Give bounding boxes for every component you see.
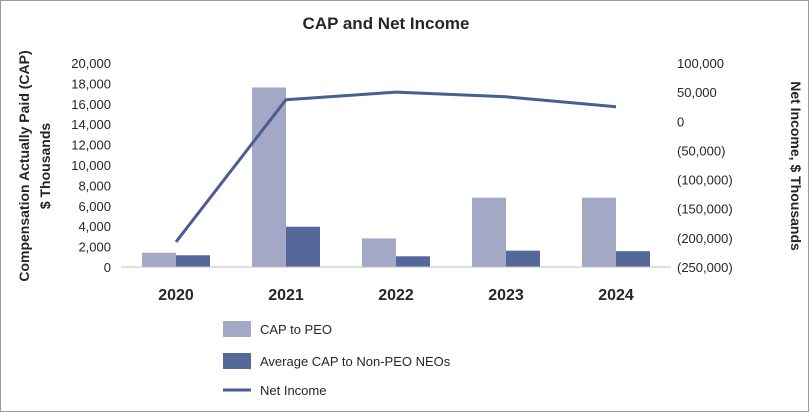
y-axis-label-line1: Compensation Actually Paid (CAP)	[16, 50, 32, 281]
bar-avg-cap-non-peo	[396, 256, 430, 267]
x-tick-label: 2020	[158, 287, 194, 304]
x-tick-label: 2024	[598, 287, 634, 304]
net-income-line	[174, 90, 617, 243]
legend-label-cap-to-peo: CAP to PEO	[260, 322, 332, 337]
legend-swatch-avg-cap-non-peo	[223, 353, 251, 369]
x-tick-label: 2021	[268, 287, 304, 304]
y2-axis-label: Net Income, $ Thousands	[788, 81, 804, 251]
left-tick-label: 14,000	[71, 117, 111, 132]
right-tick-label: (150,000)	[677, 202, 733, 217]
left-tick-label: 4,000	[78, 219, 111, 234]
bar-avg-cap-non-peo	[616, 251, 650, 267]
bar-avg-cap-non-peo	[286, 226, 320, 267]
bar-cap-to-peo	[582, 197, 616, 267]
legend-label-avg-cap-non-peo: Average CAP to Non-PEO NEOs	[260, 354, 451, 369]
bar-cap-to-peo	[362, 238, 396, 267]
bar-cap-to-peo	[472, 197, 506, 267]
legend: CAP to PEO Average CAP to Non-PEO NEOs N…	[223, 321, 451, 398]
left-tick-label: 2,000	[78, 240, 111, 255]
left-tick-label: 18,000	[71, 76, 111, 91]
bar-avg-cap-non-peo	[506, 250, 540, 267]
legend-label-net-income: Net Income	[260, 383, 326, 398]
left-tick-label: 10,000	[71, 158, 111, 173]
x-tick-label: 2023	[488, 287, 524, 304]
legend-swatch-cap-to-peo	[223, 321, 251, 337]
left-tick-label: 16,000	[71, 97, 111, 112]
x-axis-ticks: 2020 2021 2022 2023 2024	[158, 287, 634, 304]
right-tick-label: 50,000	[677, 85, 717, 100]
left-tick-label: 20,000	[71, 56, 111, 71]
left-tick-label: 12,000	[71, 138, 111, 153]
right-tick-label: (50,000)	[677, 143, 725, 158]
chart-title: CAP and Net Income	[303, 14, 470, 33]
right-tick-label: 0	[677, 114, 684, 129]
right-tick-label: (250,000)	[677, 260, 733, 275]
right-tick-label: (200,000)	[677, 231, 733, 246]
y-axis-label-line2: $ Thousands	[37, 123, 53, 210]
left-tick-label: 6,000	[78, 199, 111, 214]
right-tick-label: (100,000)	[677, 173, 733, 188]
bar-avg-cap-non-peo	[176, 255, 210, 267]
left-tick-label: 0	[104, 260, 111, 275]
left-axis-ticks: 0 2,000 4,000 6,000 8,000 10,000 12,000 14,000 1…	[71, 56, 111, 275]
bar-cap-to-peo	[142, 252, 176, 267]
right-axis-ticks: 100,000 50,000 0 (50,000) (100,000) (150,000)…	[677, 56, 733, 275]
line-series	[174, 90, 617, 243]
bar-series	[142, 87, 650, 267]
right-tick-label: 100,000	[677, 56, 724, 71]
left-tick-label: 8,000	[78, 178, 111, 193]
bar-cap-to-peo	[252, 87, 286, 267]
x-tick-label: 2022	[378, 287, 414, 304]
